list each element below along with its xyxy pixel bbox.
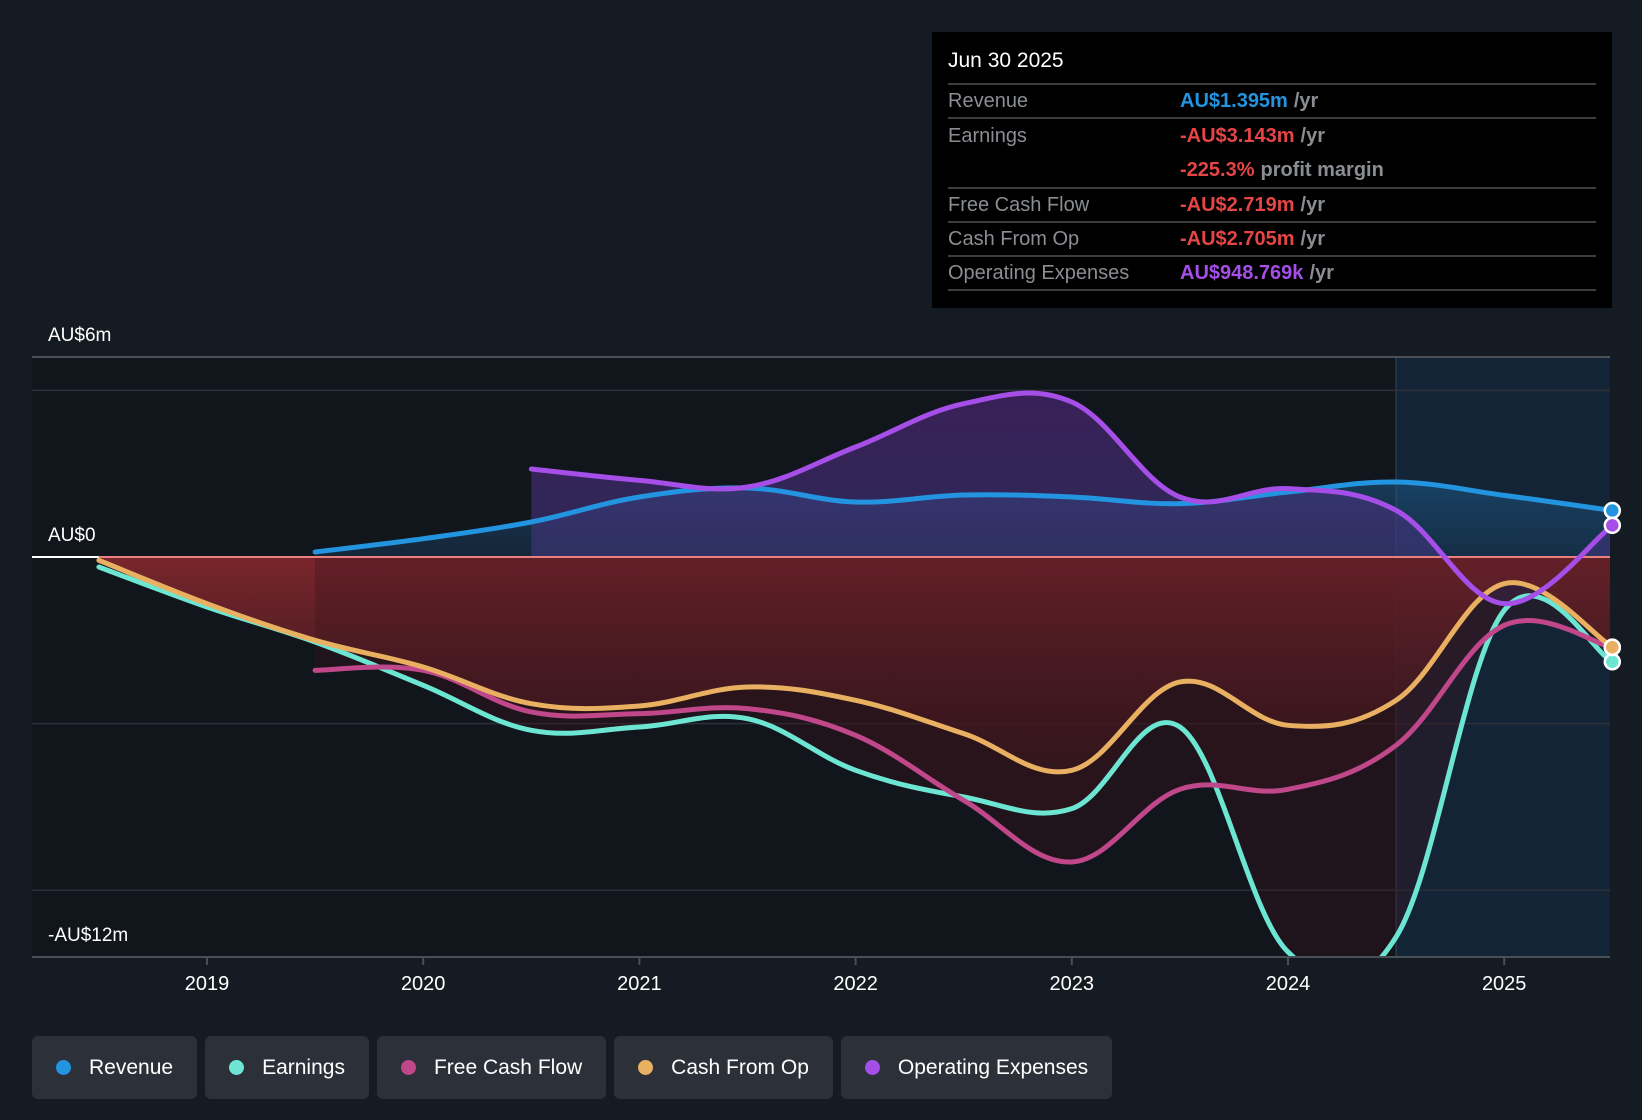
tooltip-label: Earnings — [948, 124, 1027, 147]
end-point-operating-expenses — [1603, 516, 1622, 535]
x-tick-label: 2024 — [1266, 973, 1311, 995]
legend-label: Free Cash Flow — [433, 1055, 583, 1079]
tooltip-row-cash-from-op: Cash From Op -AU$2.705m /yr — [948, 223, 1596, 257]
x-tick-label: 2025 — [1482, 973, 1527, 995]
tooltip-label: Free Cash Flow — [948, 193, 1090, 216]
tooltip-row-earnings: Earnings -AU$3.143m /yr -225.3% profit m… — [948, 119, 1596, 189]
x-tick-label: 2022 — [833, 973, 878, 995]
tooltip-row-operating-expenses: Operating Expenses AU$948.769k /yr — [948, 257, 1596, 291]
end-point-revenue — [1603, 501, 1622, 520]
legend-dot-icon — [638, 1060, 654, 1075]
legend-label: Cash From Op — [671, 1055, 809, 1079]
tooltip-value: -AU$2.719m — [1180, 193, 1295, 216]
legend-dot-icon — [229, 1060, 245, 1075]
tooltip-unit: /yr — [1309, 261, 1334, 284]
y-tick-label: AU$0 — [48, 525, 96, 546]
series-line-operating-expenses — [528, 390, 1610, 607]
end-point-earnings — [1603, 653, 1622, 671]
tooltip-row-free-cash-flow: Free Cash Flow -AU$2.719m /yr — [948, 189, 1596, 223]
tooltip-value: AU$1.395m — [1180, 89, 1288, 112]
legend-item-free-cash-flow[interactable]: Free Cash Flow — [376, 1036, 607, 1099]
x-tick-label: 2020 — [401, 973, 446, 995]
series-line-free-cash-flow — [312, 618, 1610, 865]
legend-item-cash-from-op[interactable]: Cash From Op — [614, 1036, 833, 1099]
series-line-cash-from-op — [96, 557, 1610, 775]
legend-item-earnings[interactable]: Earnings — [205, 1036, 369, 1099]
tooltip-label: Operating Expenses — [948, 261, 1130, 284]
area-earnings — [98, 557, 1610, 957]
legend-item-operating-expenses[interactable]: Operating Expenses — [840, 1036, 1113, 1099]
legend-label: Revenue — [89, 1055, 174, 1079]
profit-margin-label: profit margin — [1260, 158, 1384, 181]
tooltip-value: AU$948.769k — [1180, 261, 1304, 284]
area-cash-from-op — [98, 557, 1610, 772]
y-tick-label: AU$6m — [48, 325, 111, 346]
legend-item-revenue[interactable]: Revenue — [32, 1036, 198, 1099]
profit-margin-value: -225.3% — [1180, 158, 1255, 181]
area-free-cash-flow — [315, 557, 1610, 862]
tooltip-value: -AU$2.705m — [1180, 227, 1295, 250]
tooltip-unit: /yr — [1300, 193, 1325, 216]
tooltip-label: Cash From Op — [948, 227, 1080, 250]
chart: AU$6m AU$0 -AU$12m 2019 2020 2021 2022 2023 2024… — [32, 325, 1622, 995]
x-tick-label: 2021 — [617, 973, 662, 995]
tooltip-unit: /yr — [1300, 124, 1325, 147]
y-tick-label: -AU$12m — [48, 925, 128, 946]
tooltip-date: Jun 30 2025 — [948, 46, 1596, 85]
series-line-revenue — [312, 479, 1610, 555]
tooltip-value: -AU$3.143m — [1180, 124, 1295, 147]
tooltip-unit: /yr — [1293, 89, 1319, 112]
end-point-cash-from-op — [1603, 638, 1622, 656]
legend: Revenue Earnings Free Cash Flow Cash Fro… — [32, 1036, 1113, 1099]
tooltip-row-revenue: Revenue AU$1.395m /yr — [948, 85, 1596, 119]
tooltip-label: Revenue — [948, 89, 1029, 112]
legend-dot-icon — [400, 1060, 416, 1075]
legend-dot-icon — [864, 1060, 880, 1075]
x-tick-label: 2023 — [1050, 973, 1095, 995]
tooltip: Jun 30 2025 Revenue AU$1.395m /yr Earnin… — [932, 32, 1612, 308]
tooltip-unit: /yr — [1300, 227, 1325, 250]
legend-dot-icon — [56, 1060, 71, 1075]
x-tick-label: 2019 — [185, 973, 230, 995]
legend-label: Operating Expenses — [897, 1055, 1089, 1079]
legend-label: Earnings — [262, 1055, 345, 1079]
